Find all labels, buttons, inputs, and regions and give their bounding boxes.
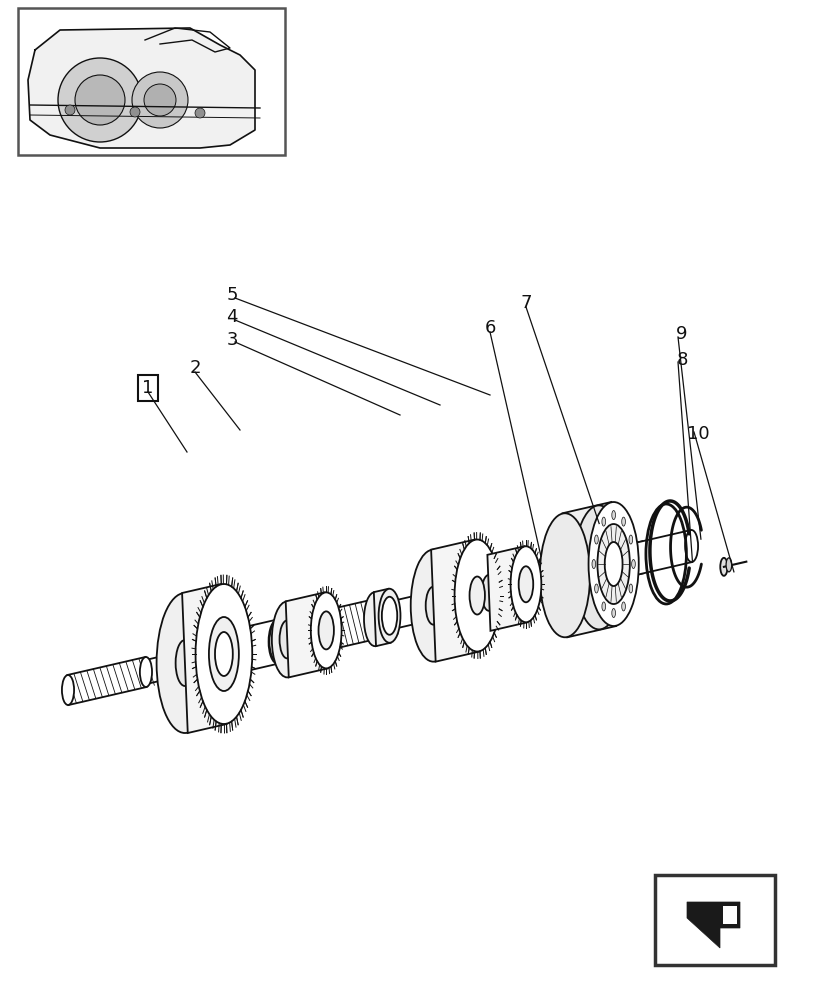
Ellipse shape <box>519 566 533 602</box>
Ellipse shape <box>384 602 395 630</box>
Polygon shape <box>687 902 740 948</box>
Ellipse shape <box>379 589 401 643</box>
Ellipse shape <box>612 609 615 618</box>
Ellipse shape <box>602 602 605 611</box>
Polygon shape <box>374 589 391 646</box>
Ellipse shape <box>605 542 623 586</box>
Ellipse shape <box>62 675 74 705</box>
Text: 6: 6 <box>485 319 495 337</box>
Ellipse shape <box>141 660 151 684</box>
Ellipse shape <box>622 517 625 526</box>
Circle shape <box>195 108 205 118</box>
Ellipse shape <box>381 596 397 636</box>
Ellipse shape <box>190 649 200 673</box>
Polygon shape <box>184 620 278 685</box>
Polygon shape <box>182 584 227 733</box>
Ellipse shape <box>629 535 632 544</box>
Ellipse shape <box>726 558 732 572</box>
Polygon shape <box>431 540 480 662</box>
Ellipse shape <box>574 505 624 629</box>
Ellipse shape <box>588 502 639 626</box>
Text: 9: 9 <box>676 325 688 343</box>
Ellipse shape <box>410 550 456 662</box>
Circle shape <box>132 72 188 128</box>
Text: 2: 2 <box>189 359 201 377</box>
FancyBboxPatch shape <box>18 8 285 155</box>
Text: 1: 1 <box>142 379 153 397</box>
Ellipse shape <box>511 546 541 622</box>
Ellipse shape <box>455 540 500 652</box>
Ellipse shape <box>280 620 295 658</box>
Ellipse shape <box>469 577 485 615</box>
Ellipse shape <box>629 584 632 593</box>
Ellipse shape <box>622 602 625 611</box>
Ellipse shape <box>382 597 397 635</box>
Ellipse shape <box>597 524 630 604</box>
Ellipse shape <box>196 584 252 724</box>
Polygon shape <box>723 906 737 924</box>
Circle shape <box>75 75 125 125</box>
Text: 3: 3 <box>226 331 237 349</box>
Circle shape <box>130 107 140 117</box>
Circle shape <box>58 58 142 142</box>
Ellipse shape <box>612 511 615 520</box>
Polygon shape <box>145 649 195 684</box>
Ellipse shape <box>140 657 152 687</box>
Text: 7: 7 <box>521 294 532 312</box>
Polygon shape <box>562 502 616 637</box>
Ellipse shape <box>452 586 463 614</box>
Text: 4: 4 <box>226 308 237 326</box>
Text: 8: 8 <box>676 351 688 369</box>
Text: 10: 10 <box>687 425 709 443</box>
Ellipse shape <box>592 560 596 569</box>
Ellipse shape <box>176 641 194 685</box>
Circle shape <box>65 105 75 115</box>
Polygon shape <box>389 586 459 630</box>
Text: 5: 5 <box>226 286 237 304</box>
Ellipse shape <box>215 632 233 676</box>
Polygon shape <box>277 596 390 662</box>
Polygon shape <box>286 592 328 677</box>
Ellipse shape <box>558 559 571 591</box>
Ellipse shape <box>215 631 233 677</box>
Ellipse shape <box>268 620 286 664</box>
Polygon shape <box>68 657 147 705</box>
Ellipse shape <box>557 556 573 594</box>
Ellipse shape <box>540 513 590 637</box>
Polygon shape <box>613 530 692 580</box>
Polygon shape <box>565 541 644 591</box>
Polygon shape <box>487 546 527 631</box>
Ellipse shape <box>175 640 194 686</box>
Ellipse shape <box>607 548 620 580</box>
Polygon shape <box>28 28 255 148</box>
FancyBboxPatch shape <box>655 875 775 965</box>
Ellipse shape <box>364 592 386 646</box>
Ellipse shape <box>272 601 303 677</box>
Circle shape <box>144 84 176 116</box>
Polygon shape <box>477 556 565 615</box>
Ellipse shape <box>209 617 239 691</box>
Ellipse shape <box>311 592 342 668</box>
Ellipse shape <box>469 577 485 615</box>
Ellipse shape <box>685 530 698 562</box>
Ellipse shape <box>595 535 598 544</box>
Ellipse shape <box>318 611 334 649</box>
Ellipse shape <box>481 575 496 611</box>
Ellipse shape <box>602 517 605 526</box>
Ellipse shape <box>426 587 441 625</box>
Ellipse shape <box>721 558 728 576</box>
Ellipse shape <box>269 622 286 662</box>
Ellipse shape <box>632 560 636 569</box>
Ellipse shape <box>595 584 598 593</box>
Ellipse shape <box>473 555 504 631</box>
Ellipse shape <box>157 593 213 733</box>
